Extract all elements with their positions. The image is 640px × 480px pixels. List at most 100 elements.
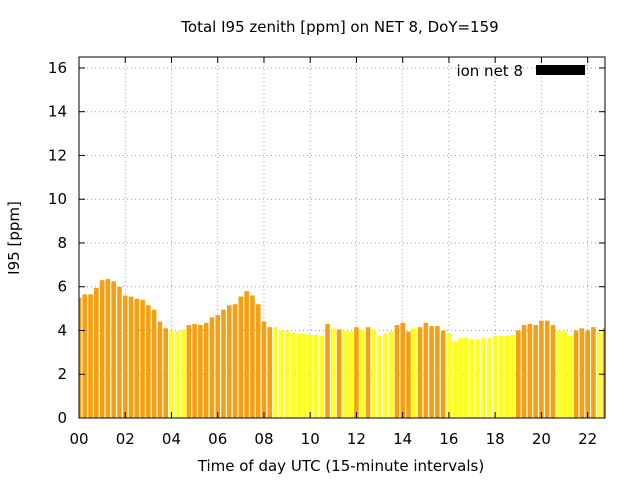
plot-frame [78, 56, 606, 419]
bar [388, 331, 394, 418]
bar [302, 333, 307, 418]
bar [273, 327, 278, 418]
bar [446, 333, 452, 418]
bar [215, 315, 221, 418]
bar [111, 281, 116, 418]
bar [515, 330, 521, 418]
bar [94, 287, 99, 418]
bar [307, 334, 313, 418]
bar [250, 295, 255, 418]
bar [452, 341, 458, 418]
y-tick-label: 8 [57, 234, 67, 252]
x-tick-label: 10 [301, 430, 320, 448]
x-tick-label: 20 [532, 430, 551, 448]
bar [498, 335, 504, 418]
bar [284, 330, 290, 418]
bar [481, 338, 486, 418]
y-tick-label: 6 [57, 278, 67, 296]
bar [79, 297, 82, 418]
bar [406, 331, 411, 418]
bar [411, 328, 417, 418]
y-tick-label: 16 [48, 59, 67, 77]
bar [209, 317, 215, 418]
x-tick-label: 08 [254, 430, 273, 448]
y-tick-label: 12 [48, 146, 67, 164]
bar [527, 323, 533, 418]
bar [510, 334, 515, 418]
bar [140, 299, 145, 418]
bar [371, 329, 377, 418]
bar [134, 298, 140, 418]
y-tick-label: 0 [57, 409, 67, 427]
bar [88, 294, 93, 418]
bar [591, 327, 596, 418]
bar [602, 328, 605, 418]
bar [492, 335, 498, 418]
x-tick-label: 18 [486, 430, 505, 448]
bar [122, 295, 128, 418]
y-axis-label: I95 [ppm] [5, 201, 23, 275]
y-tick-label: 4 [57, 321, 67, 339]
bar [556, 330, 562, 418]
x-tick-label: 00 [69, 430, 88, 448]
bar [504, 335, 510, 418]
bar [157, 321, 163, 418]
x-tick-label: 02 [116, 430, 135, 448]
bar [261, 321, 267, 418]
bar [99, 280, 105, 418]
bar [365, 327, 371, 418]
bar [400, 322, 406, 418]
bar [435, 326, 440, 418]
bar [82, 294, 88, 418]
bar [163, 328, 169, 418]
bar [296, 333, 301, 418]
bar [105, 279, 111, 418]
bar [354, 327, 359, 418]
bar [487, 338, 492, 418]
bar [544, 320, 550, 418]
bar [244, 291, 249, 418]
x-tick-label: 22 [578, 430, 597, 448]
bar [278, 330, 284, 418]
bar [146, 305, 151, 418]
legend-swatch [536, 65, 585, 75]
bar [151, 309, 157, 418]
x-tick-label: 04 [162, 430, 181, 448]
chart-title: Total I95 zenith [ppm] on NET 8, DoY=159 [180, 18, 498, 36]
bar [290, 332, 296, 418]
x-tick-label: 16 [439, 430, 458, 448]
bar [521, 325, 527, 418]
bar [169, 330, 174, 418]
bar [255, 304, 261, 418]
bar [377, 335, 382, 418]
y-tick-label: 10 [48, 190, 67, 208]
bar [192, 323, 197, 418]
bar [469, 339, 475, 418]
bar [463, 338, 469, 418]
bar [203, 322, 209, 418]
bar [238, 296, 244, 418]
bar [226, 305, 232, 418]
bar [568, 335, 573, 418]
bar [331, 328, 336, 418]
bar [117, 286, 122, 418]
bar [232, 304, 238, 418]
bar [440, 330, 446, 418]
bar [342, 330, 348, 418]
x-axis-label: Time of day UTC (15-minute intervals) [197, 457, 484, 475]
bar [562, 331, 567, 418]
bar [423, 322, 429, 418]
bar [267, 327, 273, 418]
bar [359, 329, 365, 418]
bar [383, 333, 388, 418]
x-tick-label: 12 [347, 430, 366, 448]
bar [319, 335, 325, 418]
bar [174, 331, 180, 418]
bar [313, 334, 319, 418]
y-tick-label: 2 [57, 365, 67, 383]
legend: ion net 8 [456, 62, 585, 80]
bar [128, 296, 134, 418]
y-tick-label: 14 [48, 103, 67, 121]
